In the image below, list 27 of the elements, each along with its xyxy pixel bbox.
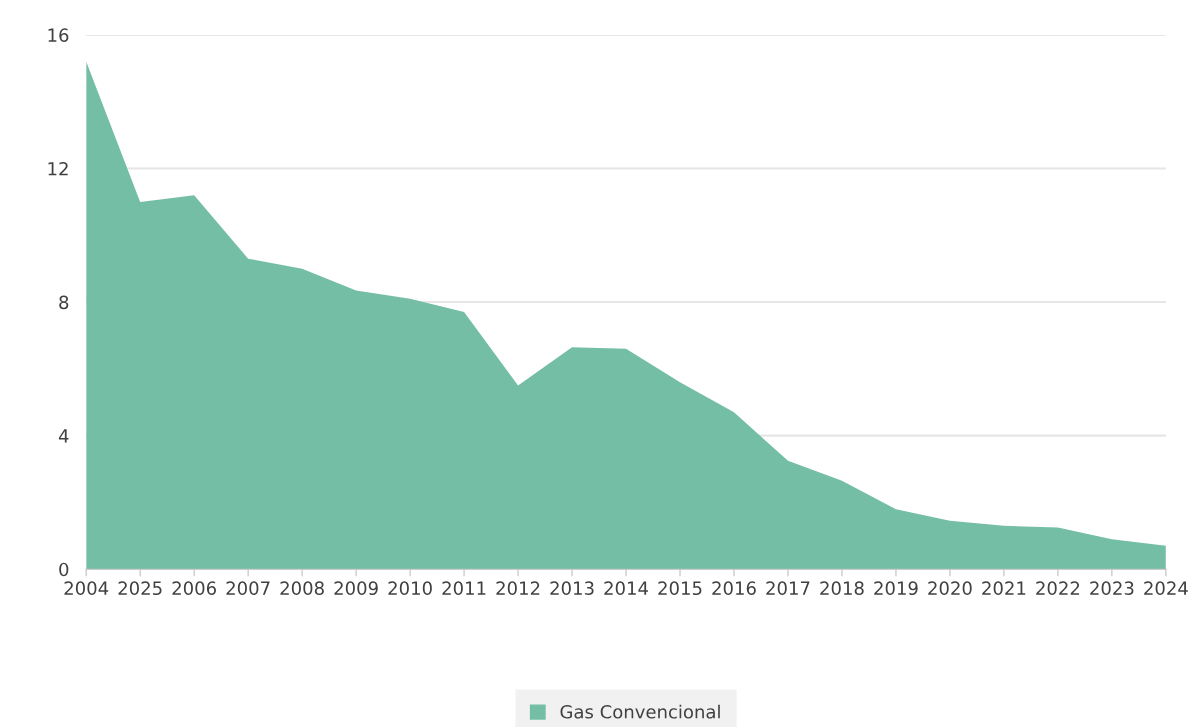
x-tick-label: 2009 (334, 581, 378, 596)
x-tick-label: 2004 (64, 581, 109, 596)
x-tick-label: 2008 (280, 581, 324, 596)
x-tick-label: 2007 (226, 581, 270, 596)
x-tick-label: 2018 (820, 581, 864, 596)
x-tick-label: 2022 (1036, 581, 1080, 596)
x-tick-label: 2012 (496, 581, 540, 596)
y-tick-label: 8 (59, 295, 69, 310)
x-tick-label: 2020 (928, 581, 972, 596)
x-tick-label: 2011 (442, 581, 486, 596)
x-tick-label: 2014 (604, 581, 648, 596)
y-tick-label: 0 (59, 562, 69, 577)
y-tick-label: 12 (48, 161, 68, 176)
x-tick-label: 2010 (388, 581, 432, 596)
y-tick-label: 16 (48, 28, 69, 43)
x-tick-label: 2006 (172, 581, 216, 596)
legend-label: Gas Convencional (560, 704, 720, 719)
x-tick-label: 2017 (766, 581, 810, 596)
x-tick-label: 2024 (1144, 581, 1188, 596)
x-tick-label: 2013 (550, 581, 594, 596)
x-tick-label: 2023 (1090, 581, 1134, 596)
x-tick-label: 2019 (874, 581, 918, 596)
x-tick-label: 2016 (712, 581, 756, 596)
x-tick-label: 2021 (982, 581, 1026, 596)
x-tick-label: 2025 (118, 581, 162, 596)
x-tick-label: 2015 (658, 581, 702, 596)
y-tick-label: 4 (58, 429, 69, 443)
